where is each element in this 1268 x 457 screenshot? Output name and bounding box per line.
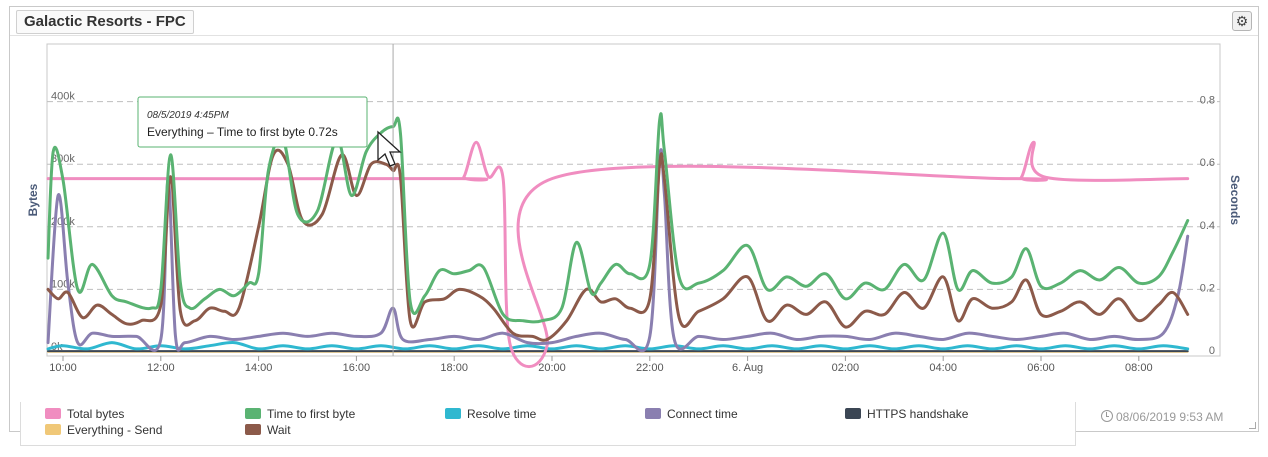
- legend-swatch: [245, 424, 261, 435]
- y-tick-label-right: 0.2: [1200, 282, 1215, 294]
- x-tick-label: 6. Aug: [732, 362, 763, 374]
- x-tick-label: 22:00: [636, 362, 664, 374]
- legend-item-https-handshake[interactable]: HTTPS handshake: [845, 406, 968, 422]
- tooltip: 08/5/2019 4:45PM Everything – Time to fi…: [137, 96, 368, 148]
- legend-swatch: [645, 408, 661, 419]
- legend-item-everything-send[interactable]: Everything - Send: [45, 422, 162, 438]
- legend-label: Wait: [267, 423, 291, 437]
- y-tick-label-right: 0.6: [1200, 157, 1215, 169]
- panel-title: Galactic Resorts - FPC: [16, 10, 194, 34]
- legend-swatch: [245, 408, 261, 419]
- legend-item-total-bytes[interactable]: Total bytes: [45, 406, 124, 422]
- legend-item-connect-time[interactable]: Connect time: [645, 406, 738, 422]
- legend-label: Time to first byte: [267, 407, 356, 421]
- clock-icon: [1101, 410, 1113, 422]
- legend-item-wait[interactable]: Wait: [245, 422, 291, 438]
- y-tick-label-left: 400k: [51, 91, 75, 103]
- x-tick-label: 04:00: [929, 362, 957, 374]
- x-tick-label: 14:00: [245, 362, 273, 374]
- plot-area: [46, 43, 1221, 357]
- legend-item-resolve-time[interactable]: Resolve time: [445, 406, 536, 422]
- timestamp-text: 08/06/2019 9:53 AM: [1116, 410, 1224, 424]
- legend-label: Resolve time: [467, 407, 537, 421]
- legend-label: Connect time: [667, 407, 738, 421]
- y-tick-label-left: 100k: [51, 278, 75, 290]
- series-line-time-to-first-byte[interactable]: [46, 112, 1190, 324]
- y-tick-label-right: 0: [1209, 345, 1215, 357]
- y-tick-label-right: 0.4: [1200, 220, 1215, 232]
- x-tick-label: 06:00: [1027, 362, 1055, 374]
- y-axis-label-left: Bytes: [26, 183, 40, 216]
- legend-swatch: [45, 408, 61, 419]
- series-line-wait[interactable]: [46, 148, 1190, 342]
- mouse-cursor-icon: [377, 130, 402, 167]
- legend-swatch: [445, 408, 461, 419]
- legend-item-time-to-first-byte[interactable]: Time to first byte: [245, 406, 355, 422]
- x-tick-label: 20:00: [538, 362, 566, 374]
- tooltip-date: 08/5/2019 4:45PM: [147, 110, 229, 121]
- gear-icon[interactable]: ⚙: [1232, 11, 1252, 31]
- x-tick-label: 16:00: [343, 362, 371, 374]
- x-tick-label: 10:00: [49, 362, 77, 374]
- series-line-total-bytes[interactable]: [46, 140, 1190, 368]
- y-axis-label-right: Seconds: [1228, 175, 1242, 225]
- legend-label: HTTPS handshake: [867, 407, 969, 421]
- x-tick-label: 08:00: [1125, 362, 1153, 374]
- resize-handle[interactable]: [1249, 422, 1256, 429]
- series-line-resolve-time[interactable]: [46, 341, 1190, 351]
- x-tick-label: 12:00: [147, 362, 175, 374]
- x-tick-label: 18:00: [440, 362, 468, 374]
- panel-header: Galactic Resorts - FPC ⚙: [10, 7, 1258, 36]
- tooltip-text: Everything – Time to first byte 0.72s: [147, 125, 338, 139]
- y-tick-label-left: 300k: [51, 153, 75, 165]
- legend-label: Total bytes: [67, 407, 125, 421]
- legend-swatch: [845, 408, 861, 419]
- legend-label: Everything - Send: [67, 423, 163, 437]
- last-updated-timestamp: 08/06/2019 9:53 AM: [1101, 410, 1223, 424]
- legend-swatch: [45, 424, 61, 435]
- x-tick-label: 02:00: [832, 362, 860, 374]
- legend: Total bytes Time to first byte Resolve tim…: [20, 402, 1076, 446]
- y-tick-label-right: 0.8: [1200, 95, 1215, 107]
- chart-panel: Galactic Resorts - FPC ⚙: [9, 6, 1259, 432]
